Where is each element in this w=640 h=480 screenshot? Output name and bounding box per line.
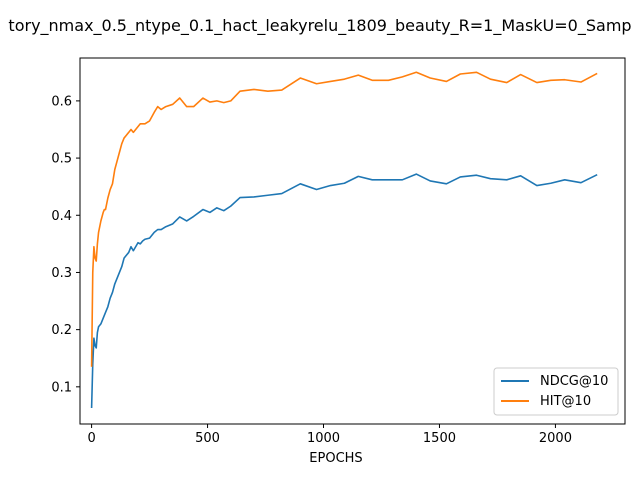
legend-label-hit: HIT@10 <box>540 394 591 409</box>
legend: NDCG@10 HIT@10 <box>493 367 619 416</box>
x-tick-label: 1000 <box>307 431 340 446</box>
y-tick-label: 0.1 <box>51 380 72 395</box>
axes-frame <box>79 57 626 425</box>
plot-area <box>90 71 598 409</box>
y-tick-label: 0.4 <box>51 209 72 224</box>
series-line-ndcg-10 <box>90 173 598 409</box>
x-tick-label: 0 <box>87 431 95 446</box>
legend-box <box>493 367 619 416</box>
axis-ticks: 0 500 1000 1500 2000 0.1 0.2 0.3 0.4 0.5 0.6 <box>51 94 572 446</box>
legend-label-ndcg: NDCG@10 <box>540 374 608 389</box>
y-tick-label: 0.2 <box>51 323 72 338</box>
series-line-hit-10 <box>90 71 598 367</box>
y-tick-label: 0.5 <box>51 152 72 167</box>
x-tick-label: 1500 <box>423 431 456 446</box>
x-axis-title: EPOCHS <box>309 451 362 466</box>
y-tick-label: 0.3 <box>51 266 72 281</box>
x-tick-label: 500 <box>195 431 220 446</box>
x-tick-label: 2000 <box>539 431 572 446</box>
y-tick-label: 0.6 <box>51 94 72 109</box>
chart-title: tory_nmax_0.5_ntype_0.1_hact_leakyrelu_1… <box>8 16 631 36</box>
